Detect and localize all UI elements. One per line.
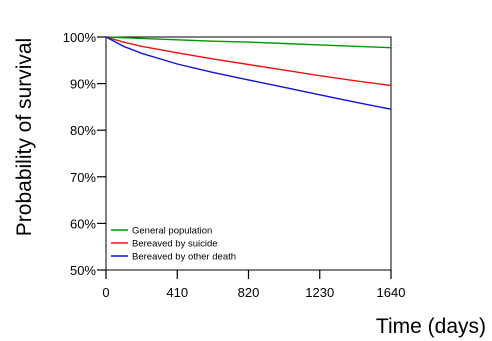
x-axis-title: Time (days) <box>376 315 486 338</box>
y-axis-ticks: 50% 60% 70% 80% 90% 100% <box>63 30 106 278</box>
series-line-3 <box>105 36 392 110</box>
y-tick-label: 90% <box>70 77 96 92</box>
legend-label: General population <box>132 226 212 237</box>
y-tick-label: 100% <box>63 30 97 45</box>
legend: General population Bereaved by suicide Ber… <box>111 226 236 263</box>
x-tick-label: 1230 <box>305 285 334 300</box>
series-lines <box>105 36 392 110</box>
x-tick-label: 410 <box>166 285 188 300</box>
x-tick-label: 0 <box>102 285 109 300</box>
y-tick-label: 70% <box>70 170 96 185</box>
legend-label: Bereaved by other death <box>132 252 236 263</box>
series-line-1 <box>105 36 392 49</box>
y-tick-label: 60% <box>70 216 96 231</box>
y-tick-label: 50% <box>70 263 96 278</box>
x-axis-ticks: 0 410 820 1230 1640 <box>102 270 405 300</box>
x-tick-label: 1640 <box>377 285 406 300</box>
y-axis-title: Probability of survival <box>13 38 36 236</box>
x-tick-label: 820 <box>238 285 260 300</box>
series-line-2 <box>105 36 392 87</box>
y-tick-label: 80% <box>70 123 96 138</box>
legend-label: Bereaved by suicide <box>132 239 218 250</box>
